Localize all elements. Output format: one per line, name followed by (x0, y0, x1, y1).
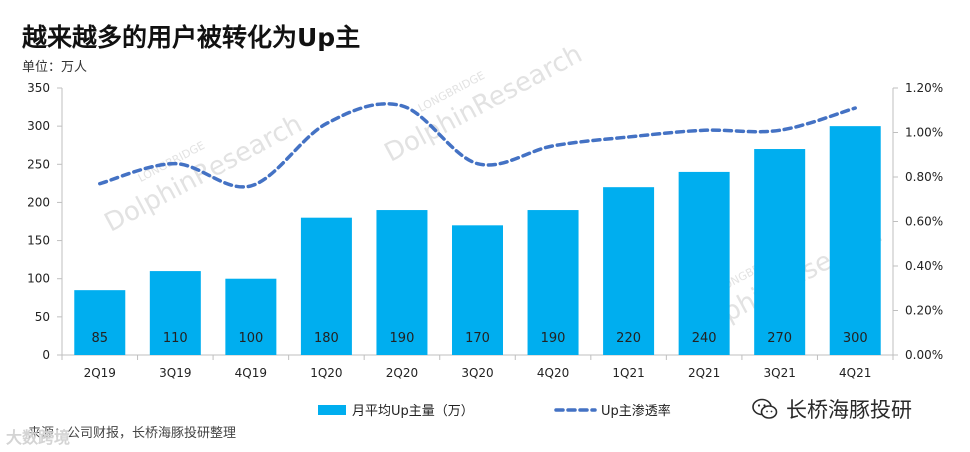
x-tick-label: 3Q19 (159, 366, 191, 380)
bar (603, 187, 655, 355)
y-left-tick-label: 50 (35, 310, 50, 324)
bar (225, 278, 277, 355)
y-left-tick-label: 250 (27, 157, 50, 171)
penetration-line (98, 102, 857, 189)
y-left-tick-label: 100 (27, 272, 50, 286)
bar (376, 210, 428, 355)
bar-data-label: 190 (390, 331, 415, 346)
x-tick-label: 4Q21 (839, 366, 871, 380)
y-left-tick-label: 350 (27, 81, 50, 95)
legend-line-label: Up主渗透率 (601, 403, 671, 419)
brand-name: 长桥海豚投研 (786, 398, 912, 422)
y-right-tick-label: 0.40% (905, 259, 943, 273)
bar-data-label: 270 (767, 331, 792, 346)
x-tick-label: 2Q21 (688, 366, 720, 380)
x-tick-label: 3Q21 (764, 366, 796, 380)
bar-data-label: 180 (314, 331, 339, 346)
legend: 月平均Up主量（万） Up主渗透率 (318, 403, 671, 419)
y-right-tick-label: 1.00% (905, 126, 943, 140)
chart-title: 越来越多的用户被转化为Up主 (22, 23, 361, 52)
bar (300, 217, 352, 355)
y-left-tick-label: 200 (27, 195, 50, 209)
y-left-tick-label: 150 (27, 234, 50, 248)
y-right-tick-label: 0.00% (905, 348, 943, 362)
y-left-tick-label: 0 (42, 348, 50, 362)
bar-series (74, 126, 881, 356)
bar-data-label: 85 (91, 331, 108, 346)
bar-data-label: 240 (692, 331, 717, 346)
bar (527, 210, 579, 355)
x-tick-label: 3Q20 (461, 366, 493, 380)
bottom-watermark: 大数跨境 (6, 428, 71, 447)
bar (149, 271, 201, 355)
watermark-line2: DolphinResearch (380, 39, 588, 168)
bar-data-label: 300 (843, 331, 868, 346)
bar (452, 225, 503, 355)
x-tick-label: 1Q20 (310, 366, 342, 380)
bar-data-label: 110 (163, 331, 188, 346)
y-right-tick-label: 1.20% (905, 81, 943, 95)
bar (754, 149, 806, 355)
x-tick-label: 4Q19 (235, 366, 267, 380)
legend-bar-swatch (318, 405, 346, 415)
source-note: 来源：公司财报，长桥海豚投研整理 (28, 426, 237, 441)
bar-data-label: 220 (616, 331, 641, 346)
y-right-tick-label: 0.20% (905, 304, 943, 318)
bar (829, 126, 881, 356)
y-right-tick-label: 0.80% (905, 170, 943, 184)
y-left-tick-label: 300 (27, 119, 50, 133)
y-right-tick-label: 0.60% (905, 215, 943, 229)
x-tick-label: 2Q20 (386, 366, 418, 380)
x-tick-label: 2Q19 (84, 366, 116, 380)
bar-data-label: 170 (465, 331, 490, 346)
brand-badge: 长桥海豚投研 (752, 394, 912, 424)
x-tick-label: 1Q21 (612, 366, 644, 380)
bar-data-label: 100 (238, 331, 263, 346)
bar-data-label: 190 (541, 331, 566, 346)
wechat-icon (752, 398, 778, 419)
x-tick-label: 4Q20 (537, 366, 569, 380)
bar (74, 290, 126, 355)
line-series (98, 102, 857, 189)
bar (678, 171, 730, 355)
data-labels: 85 110 100 180 190 170 190 220 240 270 300 (91, 331, 867, 346)
unit-label: 单位：万人 (22, 60, 88, 75)
legend-bar-label: 月平均Up主量（万） (352, 404, 474, 419)
